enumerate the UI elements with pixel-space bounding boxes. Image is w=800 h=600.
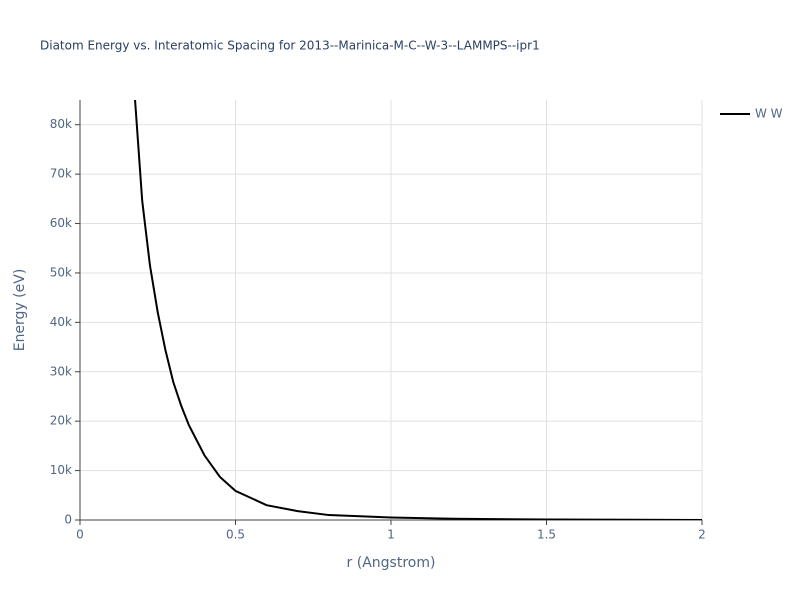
- y-tick-label: 0: [64, 513, 72, 527]
- x-tick-label: 1: [387, 528, 395, 542]
- x-tick-label: 0.5: [226, 528, 245, 542]
- y-tick-label: 70k: [50, 167, 72, 181]
- legend-label: W W: [755, 107, 783, 121]
- data-line: [134, 100, 702, 520]
- x-tick-label: 2: [698, 528, 706, 542]
- y-tick-label: 80k: [50, 117, 72, 131]
- y-tick-label: 40k: [50, 315, 72, 329]
- x-tick-label: 0: [76, 528, 84, 542]
- chart-title: Diatom Energy vs. Interatomic Spacing fo…: [40, 39, 540, 53]
- y-tick-label: 20k: [50, 414, 72, 428]
- y-tick-label: 50k: [50, 265, 72, 279]
- y-axis-title: Energy (eV): [12, 269, 28, 352]
- x-axis-title: r (Angstrom): [347, 555, 436, 571]
- y-tick-label: 10k: [50, 463, 72, 477]
- x-tick-label: 1.5: [537, 528, 556, 542]
- y-tick-label: 60k: [50, 216, 72, 230]
- y-tick-label: 30k: [50, 364, 72, 378]
